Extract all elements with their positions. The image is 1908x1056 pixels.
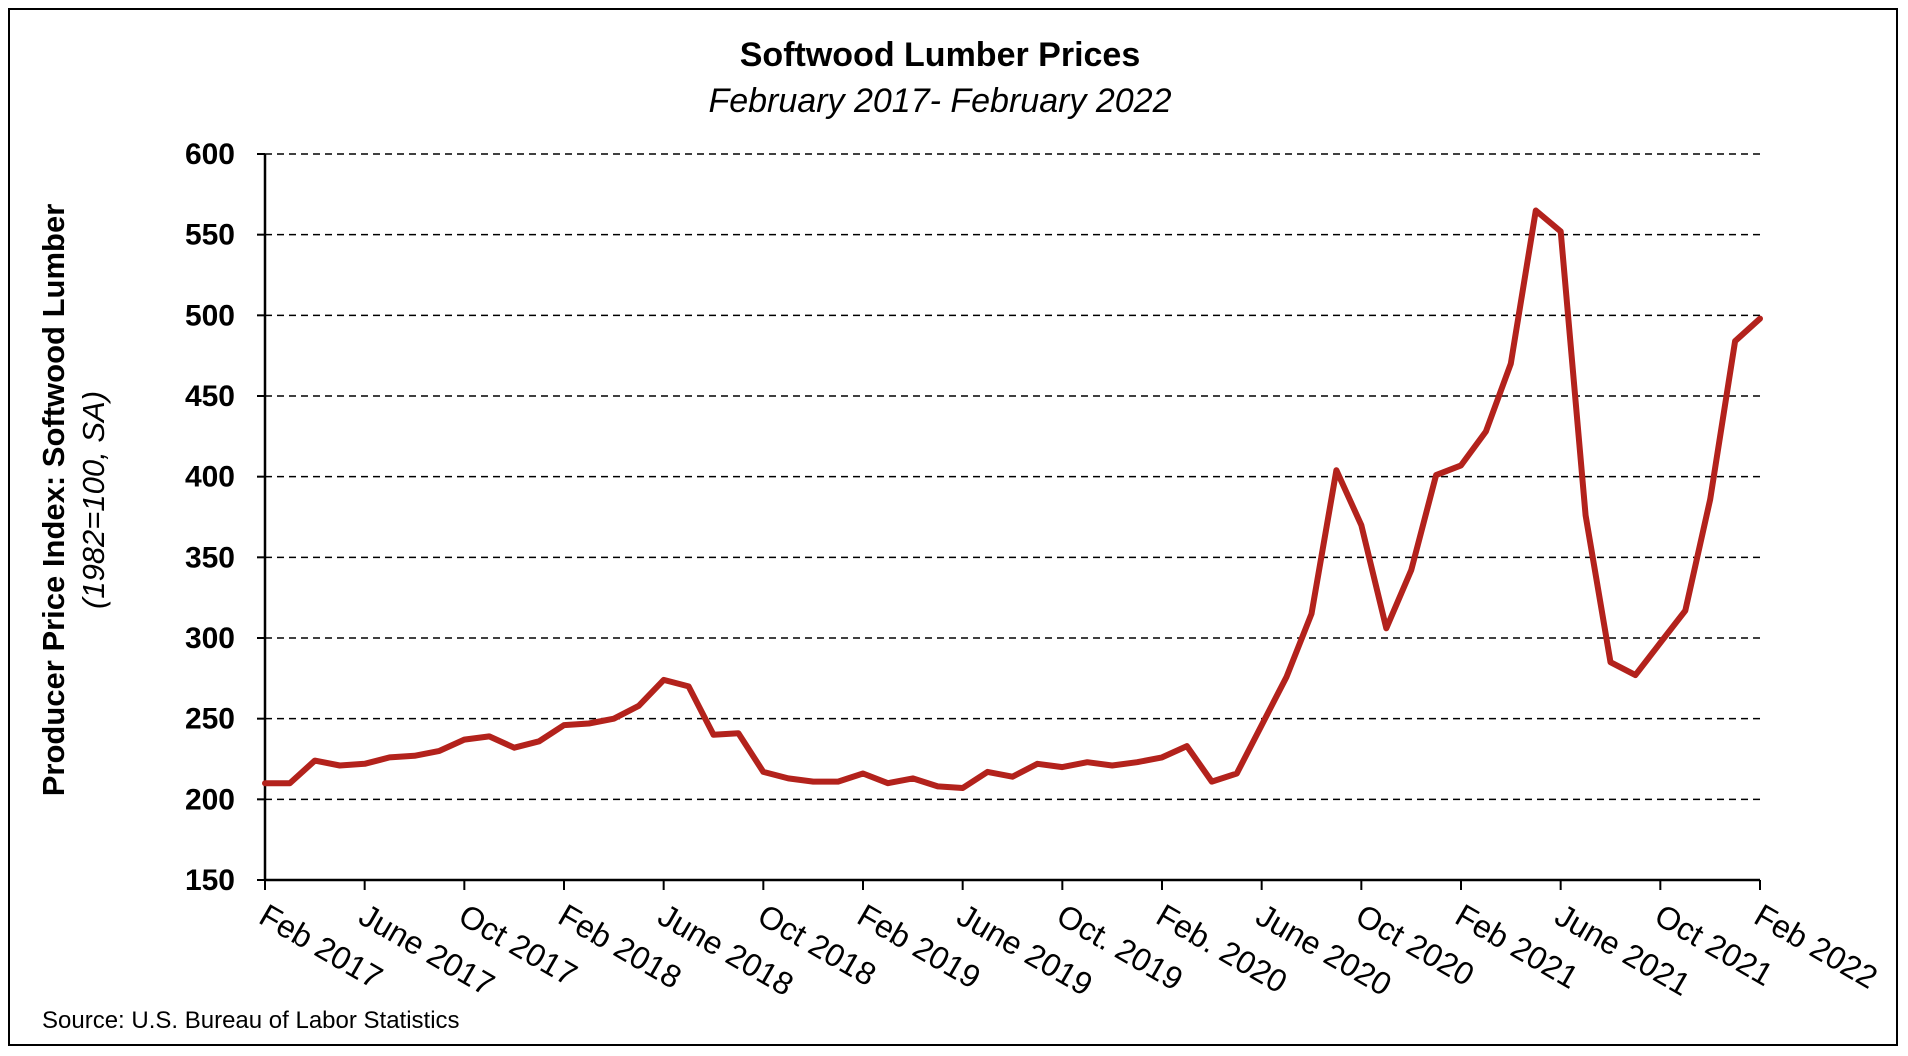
data-point xyxy=(537,739,542,744)
data-point xyxy=(1459,463,1463,468)
data-point xyxy=(362,761,367,766)
data-point xyxy=(437,748,442,753)
data-point xyxy=(1160,755,1164,760)
data-point xyxy=(412,753,417,758)
data-point xyxy=(1483,429,1488,434)
data-point xyxy=(1359,523,1364,528)
data-point xyxy=(811,779,816,784)
y-axis-sublabel: (1982=100, SA) xyxy=(76,391,111,609)
data-point xyxy=(736,731,741,736)
data-point xyxy=(1085,760,1090,765)
data-point xyxy=(761,769,766,774)
data-point xyxy=(1010,774,1015,779)
series-group xyxy=(262,207,1763,791)
x-tick-label: Feb 2022 xyxy=(1749,897,1884,996)
data-point xyxy=(1583,513,1588,518)
y-tick-label: 600 xyxy=(185,138,235,171)
y-tick-label: 400 xyxy=(185,461,235,494)
data-point xyxy=(1608,660,1613,665)
data-point xyxy=(1683,608,1688,613)
y-tick-label: 450 xyxy=(185,380,235,413)
chart-subtitle: February 2017- February 2022 xyxy=(708,82,1171,120)
data-point xyxy=(1758,316,1762,321)
y-tick-label: 350 xyxy=(185,541,235,574)
data-point xyxy=(686,684,691,689)
data-point xyxy=(462,737,467,742)
data-point xyxy=(910,776,915,781)
source-note: Source: U.S. Bureau of Labor Statistics xyxy=(42,1007,460,1034)
data-point xyxy=(1035,761,1040,766)
chart-frame xyxy=(8,8,1898,1046)
data-point xyxy=(1434,473,1439,478)
y-tick-label: 500 xyxy=(185,299,235,332)
data-point xyxy=(512,745,517,750)
data-point xyxy=(1409,568,1414,573)
data-point xyxy=(337,763,342,768)
data-point xyxy=(586,721,591,726)
data-point xyxy=(1110,763,1115,768)
data-point xyxy=(1558,229,1563,234)
data-point xyxy=(960,786,965,791)
y-tick-label: 300 xyxy=(185,622,235,655)
data-point xyxy=(287,781,292,786)
data-point xyxy=(312,758,317,763)
y-tick-label: 150 xyxy=(185,864,235,897)
y-axis-ticks: 150 200 250 300 350 400 450 500 550 600 xyxy=(185,138,265,897)
data-point xyxy=(1234,771,1239,776)
y-axis-label: Producer Price Index: Softwood Lumber xyxy=(36,204,71,797)
data-point xyxy=(935,784,940,789)
data-point xyxy=(1384,626,1389,631)
data-point xyxy=(1060,765,1065,770)
data-point xyxy=(263,781,267,786)
data-point xyxy=(661,677,666,682)
data-point xyxy=(636,703,641,708)
data-point xyxy=(836,779,841,784)
data-point xyxy=(1209,779,1214,784)
data-point xyxy=(1259,723,1264,728)
data-point xyxy=(1533,208,1538,213)
data-point xyxy=(1309,611,1314,616)
data-point xyxy=(1508,361,1513,366)
data-point xyxy=(611,716,616,721)
axes xyxy=(263,154,1760,882)
data-point xyxy=(1334,468,1339,473)
data-point xyxy=(562,723,566,728)
y-tick-label: 200 xyxy=(185,783,235,816)
data-point xyxy=(1135,760,1140,765)
gridlines xyxy=(265,153,1760,801)
data-point xyxy=(1284,674,1289,679)
data-point xyxy=(885,781,890,786)
data-point xyxy=(985,769,990,774)
data-point xyxy=(1733,339,1738,344)
data-point xyxy=(487,734,492,739)
data-point xyxy=(861,771,865,776)
y-tick-label: 550 xyxy=(185,219,235,252)
data-point xyxy=(1708,497,1713,502)
data-point xyxy=(1633,673,1638,678)
series-line xyxy=(262,207,1763,791)
data-point xyxy=(387,755,392,760)
y-tick-label: 250 xyxy=(185,703,235,736)
data-point xyxy=(786,776,791,781)
data-point xyxy=(1184,744,1189,749)
chart-title: Softwood Lumber Prices xyxy=(740,36,1141,74)
data-point xyxy=(1658,640,1663,645)
data-point xyxy=(711,732,716,737)
